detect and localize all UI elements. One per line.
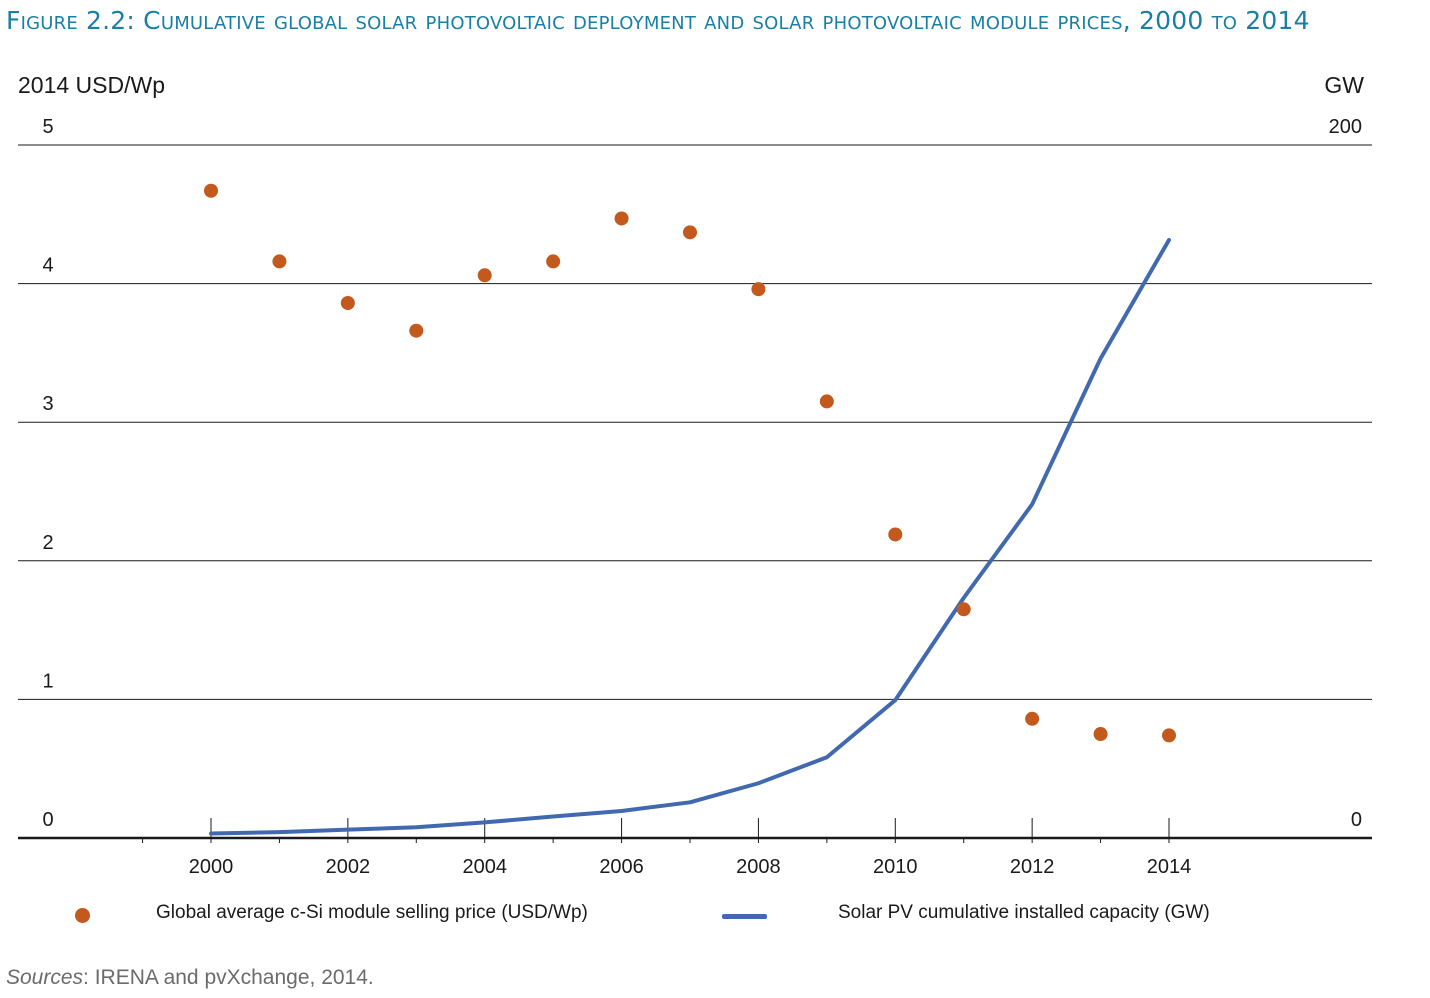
price-point-2010 bbox=[888, 527, 903, 542]
left-axis-unit-label: 2014 USD/Wp bbox=[18, 72, 166, 98]
left-tick-label-3: 3 bbox=[42, 393, 53, 415]
sources-note: Sources: IRENA and pvXchange, 2014. bbox=[6, 966, 374, 990]
x-tick-label-2014: 2014 bbox=[1147, 856, 1192, 878]
right-tick-label-200: 200 bbox=[1329, 116, 1362, 138]
x-tick-label-2012: 2012 bbox=[1010, 856, 1055, 878]
sources-text: : IRENA and pvXchange, 2014. bbox=[83, 966, 374, 989]
x-tick-label-2004: 2004 bbox=[462, 856, 507, 878]
legend-price-label: Global average c-Si module selling price… bbox=[156, 902, 588, 923]
x-tick-label-2002: 2002 bbox=[326, 856, 371, 878]
price-point-2009 bbox=[819, 394, 834, 409]
price-point-2002 bbox=[340, 296, 355, 311]
x-tick-label-2000: 2000 bbox=[189, 856, 234, 878]
price-point-2007 bbox=[683, 225, 697, 240]
price-point-2001 bbox=[272, 254, 287, 269]
sources-label: Sources bbox=[6, 966, 84, 989]
left-tick-label-5: 5 bbox=[42, 116, 53, 138]
x-tick-label-2010: 2010 bbox=[873, 856, 918, 878]
price-point-2014 bbox=[1162, 728, 1176, 743]
right-tick-label-0: 0 bbox=[1351, 809, 1362, 831]
price-point-2003 bbox=[409, 323, 424, 338]
price-point-2008 bbox=[751, 282, 766, 297]
left-tick-label-0: 0 bbox=[42, 809, 53, 831]
figure-title: Figure 2.2: Cumulative global solar phot… bbox=[6, 6, 1310, 35]
price-point-2000 bbox=[204, 183, 218, 198]
legend-capacity-label: Solar PV cumulative installed capacity (… bbox=[838, 902, 1210, 923]
x-tick-label-2006: 2006 bbox=[599, 856, 644, 878]
price-point-2004 bbox=[477, 268, 492, 283]
left-tick-label-1: 1 bbox=[42, 670, 53, 692]
price-point-2005 bbox=[546, 254, 561, 269]
chart-canvas: 0 1 2 3 4 5 0 200 2000 2002 2004 2006 2008 2010 2012 20… bbox=[18, 116, 1372, 878]
legend-capacity-line-icon bbox=[722, 914, 767, 919]
price-point-2013 bbox=[1093, 727, 1108, 742]
x-tick-label-2008: 2008 bbox=[736, 856, 781, 878]
legend-price-dot-icon bbox=[75, 908, 90, 923]
left-tick-label-2: 2 bbox=[42, 532, 53, 554]
price-point-2006 bbox=[614, 211, 629, 226]
right-axis-unit-label: GW bbox=[1324, 72, 1364, 98]
price-point-2011 bbox=[956, 602, 971, 617]
capacity-series-line bbox=[209, 237, 1171, 836]
left-tick-label-4: 4 bbox=[42, 255, 53, 277]
price-point-2012 bbox=[1025, 711, 1040, 726]
